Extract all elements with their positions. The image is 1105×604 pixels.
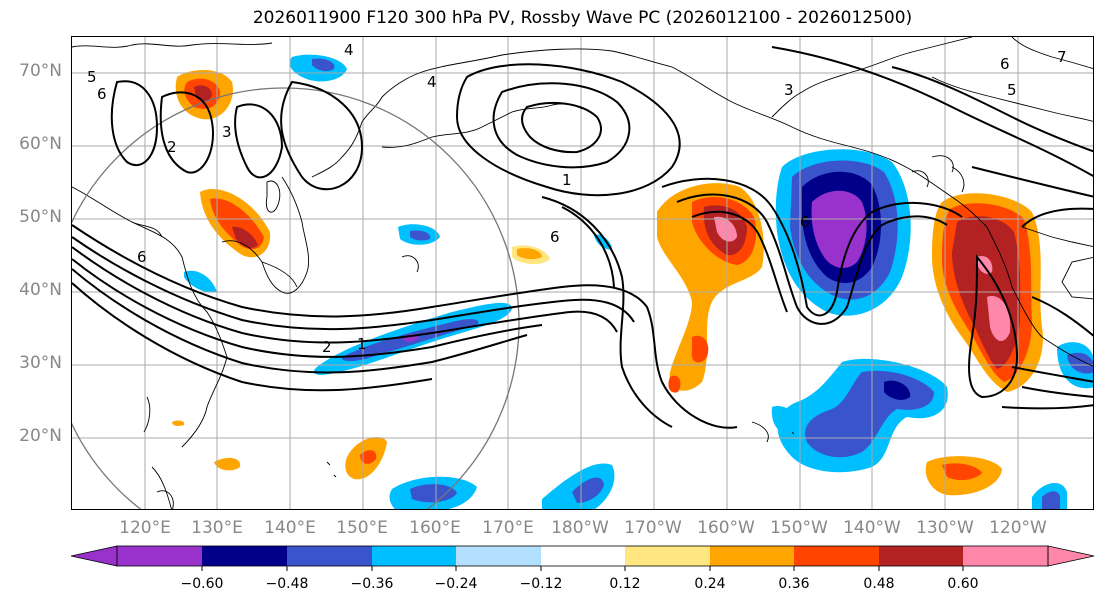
- map-canvas: 4 4 3 3 2 2 1 1 6 6 5 5 6 7 6 6: [72, 37, 1093, 509]
- contour-label: 7: [1057, 48, 1067, 66]
- contour-label: 6: [97, 85, 107, 103]
- colorbar-tick-label: −0.48: [265, 576, 309, 592]
- contour-label: 3: [222, 123, 232, 141]
- lat-label: 50°N: [19, 207, 62, 227]
- lon-label: 150°W: [770, 518, 828, 538]
- anomaly-positive-region: [668, 375, 681, 393]
- colorbar-bin: [117, 546, 202, 566]
- contour-label: 1: [357, 335, 367, 353]
- contour-label: 6: [137, 248, 147, 266]
- colorbar-extend-low: [70, 545, 118, 567]
- lat-label: 40°N: [19, 280, 62, 300]
- contour-label: 2: [322, 338, 332, 356]
- anomaly-negative-region: [1042, 491, 1060, 509]
- contour-label: 5: [1007, 81, 1017, 99]
- pv-anomaly-shading: [172, 54, 1093, 509]
- anomaly-positive-region: [232, 226, 258, 248]
- lon-label: 170°E: [482, 518, 534, 538]
- lon-label: 140°E: [264, 518, 316, 538]
- colorbar-tick-label: −0.60: [180, 576, 224, 592]
- pv-contours: [72, 46, 1093, 429]
- colorbar-tick-label: 0.12: [609, 576, 641, 592]
- anomaly-positive-region: [172, 420, 185, 426]
- colorbar-bin: [541, 546, 625, 566]
- colorbar-bin: [879, 546, 963, 566]
- lon-label: 130°E: [191, 518, 243, 538]
- anomaly-positive-region: [952, 216, 1021, 369]
- lon-label: 150°E: [336, 518, 388, 538]
- anomaly-negative-region: [410, 230, 431, 241]
- lon-label: 120°E: [119, 518, 171, 538]
- contour-label: 4: [344, 41, 354, 59]
- colorbar-extend-high: [1047, 545, 1095, 567]
- colorbar-bin: [202, 546, 287, 566]
- lon-label: 170°W: [624, 518, 682, 538]
- lon-label: 160°W: [697, 518, 755, 538]
- contour-label: 1: [562, 171, 572, 189]
- map-title: 2026011900 F120 300 hPa PV, Rossby Wave …: [252, 8, 913, 28]
- lon-label: 130°W: [916, 518, 974, 538]
- colorbar-tick-label: 0.36: [778, 576, 810, 592]
- contour-label: 3: [784, 81, 794, 99]
- colorbar-tick-label: −0.24: [434, 576, 478, 592]
- anomaly-positive-region: [987, 296, 1011, 342]
- colorbar-tick-label: 0.24: [694, 576, 726, 592]
- anomaly-positive-region: [517, 248, 542, 260]
- colorbar-tick-label: −0.12: [519, 576, 563, 592]
- anomaly-negative-region: [184, 270, 217, 293]
- lon-label: 120°W: [989, 518, 1047, 538]
- lon-label: 140°W: [843, 518, 901, 538]
- colorbar-bin: [372, 546, 456, 566]
- contour-label: 6: [1000, 55, 1010, 73]
- map-panel: 4 4 3 3 2 2 1 1 6 6 5 5 6 7 6 6: [71, 36, 1094, 510]
- lat-label: 60°N: [19, 134, 62, 154]
- lon-label: 160°E: [409, 518, 461, 538]
- colorbar-tick-label: −0.36: [350, 576, 394, 592]
- lat-label: 70°N: [19, 61, 62, 81]
- colorbar-bin: [963, 546, 1048, 566]
- colorbar-tick-label: 0.48: [863, 576, 895, 592]
- colorbar-bin: [625, 546, 710, 566]
- anomaly-negative-region: [542, 463, 615, 509]
- anomaly-negative-region: [410, 484, 457, 503]
- anomaly-positive-region: [360, 450, 377, 464]
- colorbar-tick-label: 0.60: [947, 576, 979, 592]
- coastlines: [72, 37, 1093, 509]
- colorbar-bin: [287, 546, 372, 566]
- colorbar-bin: [710, 546, 794, 566]
- lon-label: 180°W: [551, 518, 609, 538]
- anomaly-negative-region: [771, 406, 797, 434]
- anomaly-negative-region: [884, 380, 911, 400]
- anomaly-positive-region: [714, 216, 737, 242]
- anomaly-negative-region: [811, 190, 867, 269]
- contour-label: 5: [87, 68, 97, 86]
- contour-labels: 4 4 3 3 2 2 1 1 6 6 5 5 6 7 6 6: [87, 41, 1067, 356]
- anomaly-positive-region: [942, 463, 982, 481]
- reference-circle: [72, 87, 520, 509]
- anomaly-positive-region: [691, 335, 709, 363]
- contour-label: 6: [800, 213, 810, 231]
- colorbar-bin: [456, 546, 541, 566]
- lat-label: 20°N: [19, 426, 62, 446]
- anomaly-negative-region: [1067, 352, 1093, 374]
- graticule-grid: [72, 37, 1093, 509]
- contour-label: 6: [550, 228, 560, 246]
- colorbar-bin: [794, 546, 879, 566]
- anomaly-negative-region: [572, 477, 604, 503]
- anomaly-positive-region: [214, 457, 241, 471]
- anomaly-negative-region: [312, 58, 335, 72]
- lat-label: 30°N: [19, 353, 62, 373]
- contour-label: 2: [167, 138, 177, 156]
- contour-label: 4: [427, 73, 437, 91]
